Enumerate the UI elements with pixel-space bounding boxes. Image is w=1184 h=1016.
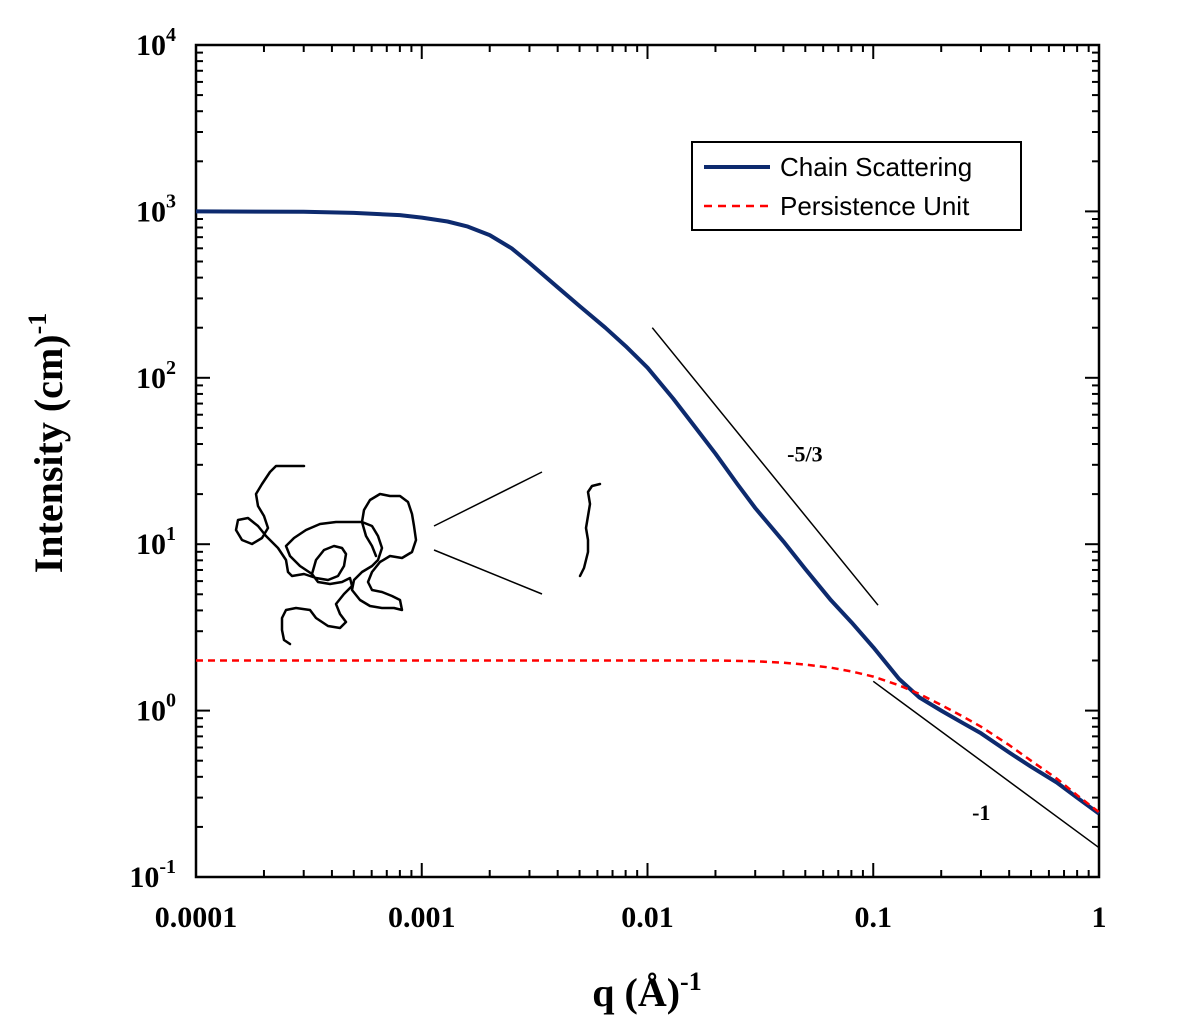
series-line-chain-scattering [195,209,1101,816]
x-tick-label: 0.1 [855,901,893,934]
x-tick-label: 0.001 [388,901,456,934]
y-tick-label: 103 [136,190,176,228]
slope-label: -5/3 [787,441,822,466]
x-tick-label: 1 [1092,901,1107,934]
axes: 0.0001 0.001 0.01 0.1 1 10-1 100 101 102 103 104 [129,24,1106,934]
series-line-persistence-unit [196,659,1100,814]
reference-slope-line [872,680,1100,849]
x-tick-label: 0.0001 [155,901,238,934]
slope-label: -1 [972,800,990,825]
y-tick-label: 10-1 [129,856,176,894]
y-tick-label: 100 [136,690,176,728]
persistence-unit-drawing [578,482,602,578]
x-axis-title: q (Å)-1 [592,967,701,1015]
legend-label-chain: Chain Scattering [780,152,972,182]
random-coil-drawing [234,464,418,646]
legend-label-persistence: Persistence Unit [780,191,970,221]
x-tick-label: 0.01 [621,901,674,934]
y-tick-label: 104 [136,24,176,62]
legend-box [691,141,1022,231]
series-layer [195,209,1101,816]
reference-lines: -5/3 -1 [651,327,1100,849]
legend: Chain Scattering Persistence Unit [691,141,1022,231]
chain-illustration [234,464,602,646]
y-tick-label: 101 [136,523,176,561]
zoom-line-lower [433,549,543,595]
zoom-line-upper [433,471,543,527]
zoom-lines [433,471,543,595]
y-tick-label: 102 [136,357,176,395]
y-axis-title: Intensity (cm)-1 [23,313,71,574]
reference-slope-line [651,327,879,606]
